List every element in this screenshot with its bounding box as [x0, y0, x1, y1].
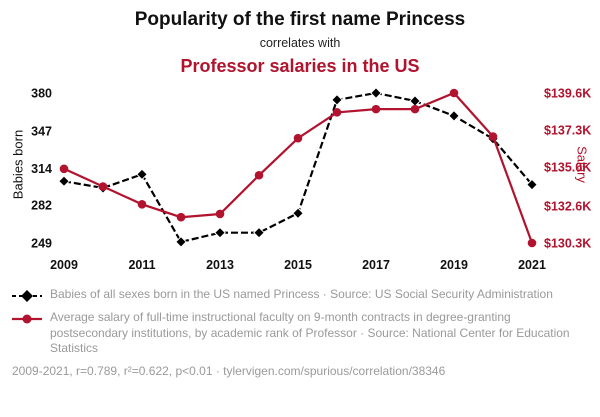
legend-item-salary: Average salary of full-time instructiona…: [12, 310, 588, 357]
series-marker: [215, 209, 225, 219]
chart: Babies born Salary 249 282 314 347 380 $130.3…: [0, 79, 600, 279]
series-marker: [98, 182, 108, 191]
x-tick: 2009: [50, 258, 78, 272]
legend-label-salary: Average salary of full-time instructiona…: [50, 310, 570, 356]
series-marker: [448, 109, 460, 122]
y-tick-left: 314: [31, 162, 52, 176]
series-marker: [332, 108, 342, 117]
y-tick-right: $139.6K: [544, 87, 591, 101]
y-tick-left: 380: [31, 87, 52, 101]
x-tick: 2021: [518, 258, 546, 272]
x-tick: 2015: [284, 258, 312, 272]
series-marker: [175, 235, 187, 248]
series-marker: [58, 175, 70, 188]
series-line: [63, 91, 533, 244]
series-marker: [370, 87, 382, 99]
x-tick: 2013: [206, 258, 234, 272]
series-marker: [136, 168, 148, 181]
y-tick-right: $132.6K: [544, 199, 591, 213]
legend-marker-babies-icon: [12, 290, 42, 302]
series-marker: [137, 199, 147, 209]
y-tick-right: $130.3K: [544, 237, 591, 251]
series-marker: [409, 95, 421, 107]
x-tick: 2019: [440, 258, 468, 272]
legend-item-babies: Babies of all sexes born in the US named…: [12, 287, 588, 303]
series-marker: [254, 170, 264, 180]
y-tick-left: 347: [31, 124, 52, 138]
series-marker: [371, 104, 381, 114]
legend-marker-salary-icon: [12, 314, 42, 324]
legend-label-babies: Babies of all sexes born in the US named…: [50, 287, 553, 301]
y-tick-left: 282: [31, 199, 52, 213]
y-tick-right: $137.3K: [544, 124, 591, 138]
series-marker: [410, 104, 420, 114]
series-line: [63, 91, 534, 244]
page-title-secondary: Professor salaries in the US: [180, 56, 420, 76]
header: Popularity of the first name Princess co…: [0, 9, 600, 77]
x-tick: 2017: [362, 258, 390, 272]
series-marker: [59, 164, 69, 174]
footer-note: 2009-2021, r=0.789, r²=0.622, p<0.01 · t…: [12, 363, 446, 378]
page-subtitle: correlates with: [259, 36, 341, 50]
page-title: Popularity of the first name Princess: [134, 9, 466, 30]
series-marker: [293, 133, 303, 143]
y-tick-left: 249: [31, 237, 52, 251]
series-marker: [331, 93, 343, 106]
series-marker: [526, 178, 538, 191]
series-marker: [527, 238, 537, 248]
page: Popularity of the first name Princess co…: [0, 9, 600, 417]
series-marker: [292, 207, 304, 220]
chart-svg: 249 282 314 347 380 $130.3K $132.6K $135.0K $137…: [31, 87, 591, 273]
y-tick-right: $135.0K: [544, 161, 591, 175]
series-marker: [176, 212, 186, 222]
series-marker: [214, 226, 226, 239]
series-marker: [488, 132, 498, 141]
series-marker: [449, 88, 459, 98]
x-tick: 2011: [128, 258, 155, 272]
series-marker: [253, 226, 265, 239]
legend: Babies of all sexes born in the US named…: [0, 287, 600, 357]
